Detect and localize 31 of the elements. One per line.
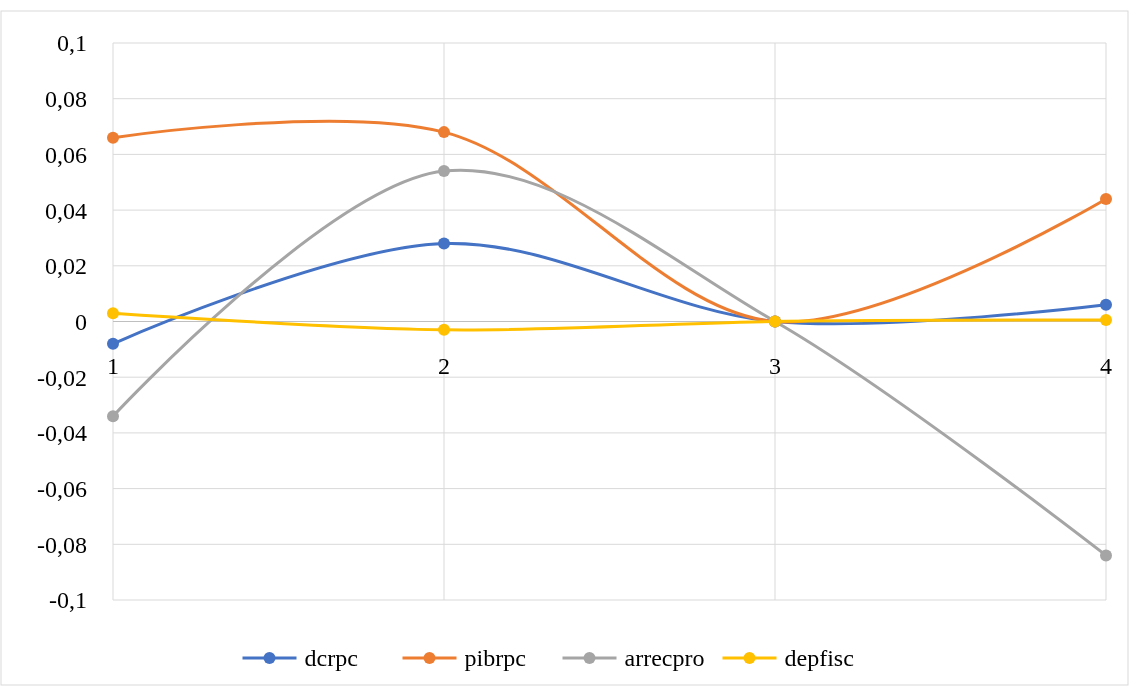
- y-tick-label: -0,1: [49, 587, 87, 614]
- point: [107, 337, 119, 350]
- y-tick-label: 0,06: [45, 141, 87, 168]
- x-tick-label: 3: [769, 352, 781, 379]
- point: [1100, 314, 1112, 327]
- y-tick-label: -0,04: [37, 420, 87, 447]
- point: [438, 237, 450, 250]
- y-tick-label: 0,02: [45, 253, 87, 280]
- point: [1100, 192, 1112, 205]
- y-tick-label: 0,08: [45, 86, 87, 113]
- x-tick-label: 2: [438, 352, 450, 379]
- point: [438, 126, 450, 139]
- y-tick-label: 0,04: [45, 197, 87, 224]
- legend-label: dcrpc: [304, 645, 358, 672]
- point: [1100, 298, 1112, 311]
- point: [1100, 549, 1112, 562]
- point: [107, 307, 119, 320]
- y-tick-label: 0,1: [57, 30, 87, 57]
- legend-label: pibrpc: [464, 645, 526, 672]
- y-tick-label: -0,02: [37, 364, 87, 391]
- point: [107, 410, 119, 423]
- point: [438, 323, 450, 336]
- legend-label: arrecpro: [624, 645, 705, 672]
- x-tick-label: 1: [107, 352, 119, 379]
- legend-label: depfisc: [784, 645, 854, 672]
- x-tick-label: 4: [1100, 352, 1112, 379]
- point: [107, 131, 119, 144]
- point: [438, 165, 450, 178]
- y-tick-label: 0: [75, 308, 87, 335]
- y-tick-label: -0,08: [37, 531, 87, 558]
- y-tick-label: -0,06: [37, 476, 87, 502]
